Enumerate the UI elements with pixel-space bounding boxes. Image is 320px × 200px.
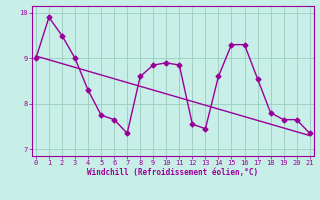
X-axis label: Windchill (Refroidissement éolien,°C): Windchill (Refroidissement éolien,°C) (87, 168, 258, 177)
